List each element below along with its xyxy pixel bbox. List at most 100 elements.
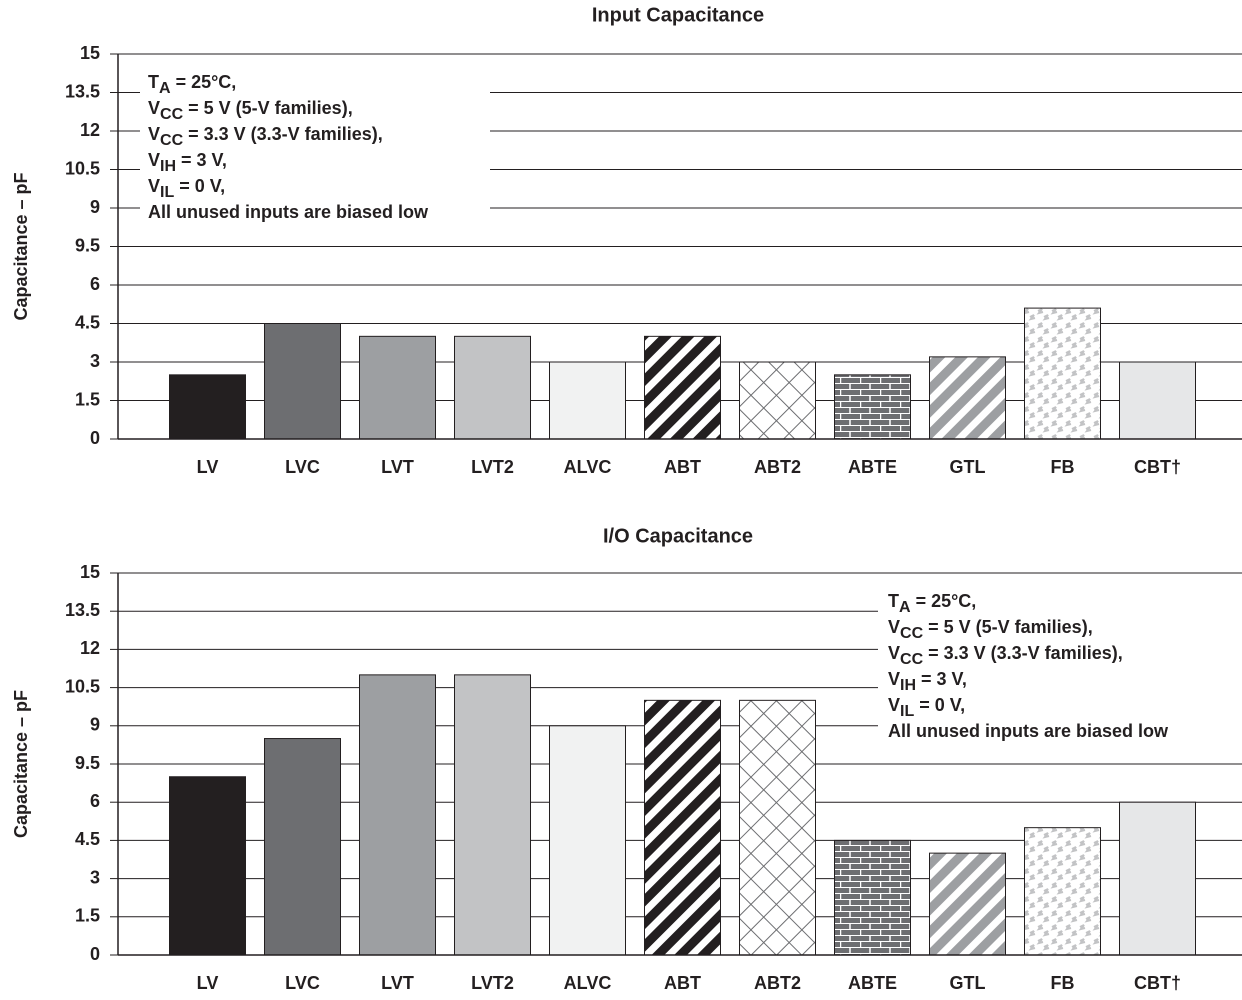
annotation-subscript: CC xyxy=(900,651,924,668)
chart-title: I/O Capacitance xyxy=(603,525,753,547)
x-tick-label: LVT2 xyxy=(471,973,514,993)
bar xyxy=(1024,307,1101,440)
y-tick-label: 0 xyxy=(90,428,100,448)
y-tick-label: 9 xyxy=(90,197,100,217)
x-tick-label: CBT† xyxy=(1134,973,1181,993)
annotation-text: V xyxy=(148,124,160,144)
annotation-line: TA = 25°C, xyxy=(148,72,236,97)
y-tick-label: 6 xyxy=(90,791,100,811)
annotation-subscript: CC xyxy=(160,106,184,123)
y-tick-label: 15 xyxy=(80,562,100,582)
x-tick-label: FB xyxy=(1051,973,1075,993)
annotation-background xyxy=(140,60,490,234)
x-tick-label: CBT† xyxy=(1134,457,1181,477)
annotation-text: T xyxy=(888,591,899,611)
bar xyxy=(834,839,911,956)
y-tick-label: 4.5 xyxy=(75,829,100,849)
annotation-text: = 5 V (5-V families), xyxy=(183,98,353,118)
annotation-text: = 25°C, xyxy=(911,591,977,611)
annotation-text: = 25°C, xyxy=(171,72,237,92)
annotation-text: T xyxy=(148,72,159,92)
annotation-line: All unused inputs are biased low xyxy=(148,202,429,222)
bar xyxy=(264,738,341,956)
y-tick-label: 13.5 xyxy=(65,81,100,101)
annotation-text: V xyxy=(888,695,900,715)
bar xyxy=(834,374,911,440)
x-tick-label: ABT xyxy=(664,973,701,993)
bar xyxy=(644,335,721,440)
x-tick-label: ABT xyxy=(664,457,701,477)
annotation-subscript: IL xyxy=(160,184,174,201)
y-tick-label: 0 xyxy=(90,944,100,964)
annotation-line: VCC = 3.3 V (3.3-V families), xyxy=(888,643,1123,668)
y-tick-label: 12 xyxy=(80,120,100,140)
annotation-text: All unused inputs are biased low xyxy=(148,202,429,222)
bar xyxy=(359,674,436,956)
annotation-text: = 0 V, xyxy=(174,176,225,196)
y-axis-title: Capacitance – pF xyxy=(11,172,31,320)
annotation-line: VIH = 3 V, xyxy=(148,150,227,175)
annotation-line: All unused inputs are biased low xyxy=(888,721,1169,741)
bar xyxy=(644,699,721,956)
bar xyxy=(359,335,436,440)
annotation-text: = 0 V, xyxy=(914,695,965,715)
x-tick-label: LVT xyxy=(381,973,414,993)
x-tick-label: LVT2 xyxy=(471,457,514,477)
y-tick-label: 9 xyxy=(90,715,100,735)
annotation-line: TA = 25°C, xyxy=(888,591,976,616)
annotation-line: VCC = 3.3 V (3.3-V families), xyxy=(148,124,383,149)
annotation-text: = 3 V, xyxy=(916,669,967,689)
x-tick-label: LV xyxy=(197,457,219,477)
y-tick-label: 3 xyxy=(90,867,100,887)
annotation-subscript: CC xyxy=(160,132,184,149)
annotation-text: = 5 V (5-V families), xyxy=(923,617,1093,637)
bar xyxy=(1119,801,1196,956)
y-axis-title: Capacitance – pF xyxy=(11,690,31,838)
bar xyxy=(1119,361,1196,440)
bar xyxy=(169,374,246,440)
x-tick-label: ALVC xyxy=(564,457,612,477)
y-tick-label: 4.5 xyxy=(75,312,100,332)
y-tick-label: 12 xyxy=(80,638,100,658)
annotation-text: = 3.3 V (3.3-V families), xyxy=(923,643,1123,663)
bar xyxy=(264,323,341,440)
annotation-subscript: CC xyxy=(900,625,924,642)
bar xyxy=(929,852,1006,956)
annotation-line: VCC = 5 V (5-V families), xyxy=(148,98,353,123)
annotation-text: V xyxy=(148,150,160,170)
y-tick-label: 9.5 xyxy=(75,235,100,255)
y-tick-label: 1.5 xyxy=(75,389,100,409)
annotation-subscript: A xyxy=(159,80,171,97)
x-tick-label: ABTE xyxy=(848,457,897,477)
annotation-text: V xyxy=(148,176,160,196)
annotation-text: V xyxy=(888,643,900,663)
x-tick-label: LVC xyxy=(285,457,320,477)
annotation-line: VCC = 5 V (5-V families), xyxy=(888,617,1093,642)
annotation-line: VIL = 0 V, xyxy=(888,695,965,720)
bar xyxy=(169,776,246,956)
chart-title: Input Capacitance xyxy=(592,4,764,26)
y-tick-label: 6 xyxy=(90,274,100,294)
annotation-text: V xyxy=(148,98,160,118)
x-tick-label: GTL xyxy=(950,457,986,477)
x-tick-label: ABTE xyxy=(848,973,897,993)
bar xyxy=(549,725,626,956)
x-tick-label: LV xyxy=(197,973,219,993)
x-tick-label: ABT2 xyxy=(754,973,801,993)
x-tick-label: LVT xyxy=(381,457,414,477)
annotation-text: V xyxy=(888,669,900,689)
annotation-subscript: A xyxy=(899,599,911,616)
bar xyxy=(739,361,816,440)
y-tick-label: 13.5 xyxy=(65,600,100,620)
annotation-subscript: IH xyxy=(900,677,916,694)
bar xyxy=(549,361,626,440)
annotation-line: VIL = 0 V, xyxy=(148,176,225,201)
annotation-text: = 3.3 V (3.3-V families), xyxy=(183,124,383,144)
bar xyxy=(929,356,1006,440)
bar xyxy=(739,699,816,956)
x-tick-label: GTL xyxy=(950,973,986,993)
annotation-subscript: IL xyxy=(900,703,914,720)
y-tick-label: 3 xyxy=(90,351,100,371)
bar xyxy=(454,674,531,956)
